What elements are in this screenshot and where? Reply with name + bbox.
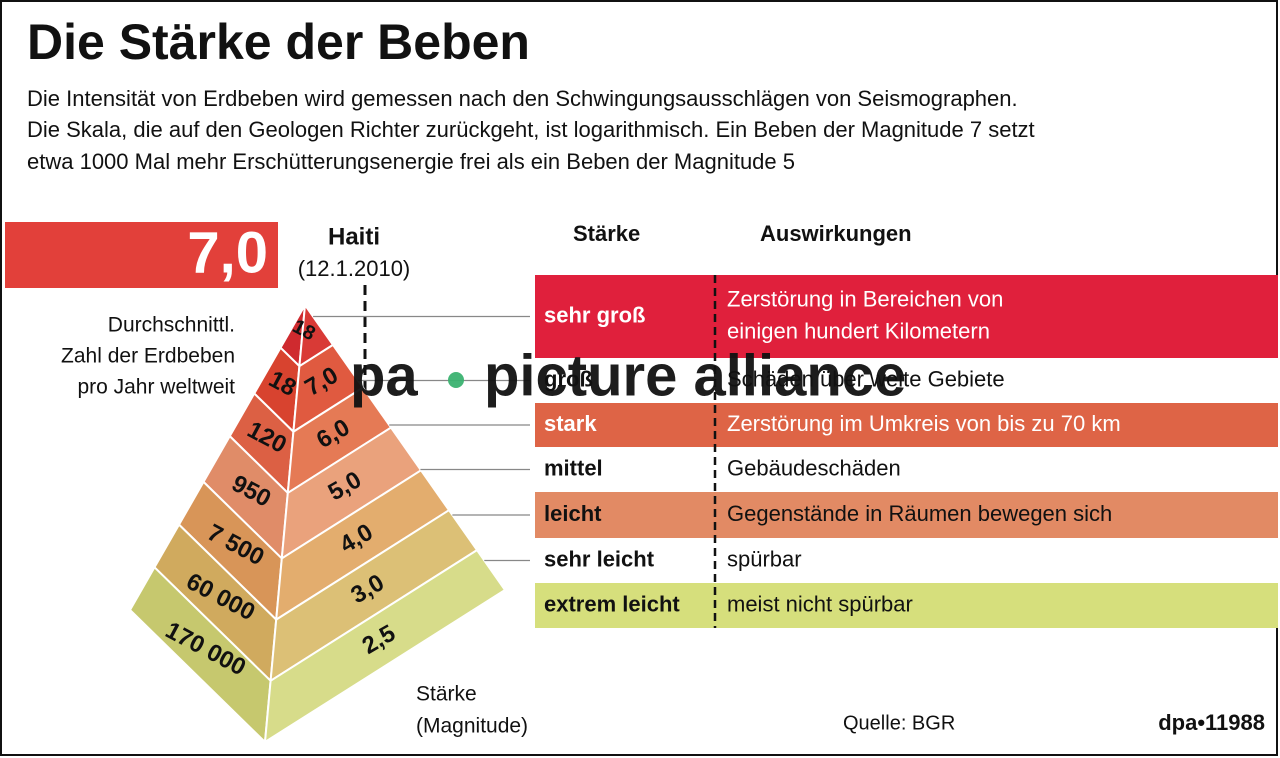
highlight-event: Haiti — [328, 223, 380, 250]
strength: groß — [544, 366, 593, 391]
effect: meist nicht spürbar — [727, 591, 913, 616]
watermark-dot — [448, 372, 464, 388]
effect-line: einigen hundert Kilometern — [727, 318, 990, 343]
count-label: Zahl der Erdbeben — [61, 345, 235, 368]
pyramid-layer-right — [263, 548, 507, 744]
magnitude-label: Stärke — [416, 683, 477, 706]
strength: sehr groß — [544, 302, 645, 327]
magnitude-label: (Magnitude) — [416, 715, 528, 738]
table-header: Auswirkungen — [760, 221, 912, 246]
effect: Gebäudeschäden — [727, 455, 901, 480]
table-row — [535, 538, 1278, 583]
title: Die Stärke der Beben — [27, 14, 530, 70]
table-row — [535, 583, 1278, 628]
highlight-date: (12.1.2010) — [298, 256, 411, 281]
credit: dpa•11988 — [1158, 710, 1265, 735]
effects-table: sehr groß Zerstörung in Bereichen von eini… — [313, 275, 1278, 628]
table-header: Stärke — [573, 221, 640, 246]
strength: stark — [544, 411, 597, 436]
effect: Zerstörung im Umkreis von bis zu 70 km — [727, 411, 1121, 436]
effect: Zerstörung in Bereichen von einigen hunde… — [727, 286, 1003, 343]
subtitle-line: etwa 1000 Mal mehr Erschütterungsenergie… — [27, 149, 795, 174]
table-row — [535, 447, 1278, 492]
watermark-text: pa — [350, 343, 418, 408]
highlight-value: 7,0 — [187, 220, 268, 285]
table-row — [535, 358, 1278, 403]
subtitle-line: Die Intensität von Erdbeben wird gemesse… — [27, 86, 1018, 111]
effect-line: Zerstörung in Bereichen von — [727, 286, 1003, 311]
strength: mittel — [544, 455, 603, 480]
strength: leicht — [544, 501, 602, 526]
effect: Gegenstände in Räumen bewegen sich — [727, 501, 1112, 526]
strength: extrem leicht — [544, 591, 680, 616]
source: Quelle: BGR — [843, 712, 955, 734]
table-row — [535, 275, 1278, 358]
strength: sehr leicht — [544, 546, 655, 571]
table-row — [535, 492, 1278, 538]
watermark-text: picture alliance — [484, 343, 906, 408]
watermark: pa picture alliance — [350, 343, 906, 408]
count-label: pro Jahr weltweit — [77, 376, 235, 399]
effect: spürbar — [727, 546, 802, 571]
table-row — [535, 403, 1278, 447]
effect: Schäden über weite Gebiete — [727, 366, 1005, 391]
subtitle-line: Die Skala, die auf den Geologen Richter … — [27, 117, 1035, 142]
highlight-box — [5, 222, 278, 288]
count-label: Durchschnittl. — [108, 314, 235, 337]
